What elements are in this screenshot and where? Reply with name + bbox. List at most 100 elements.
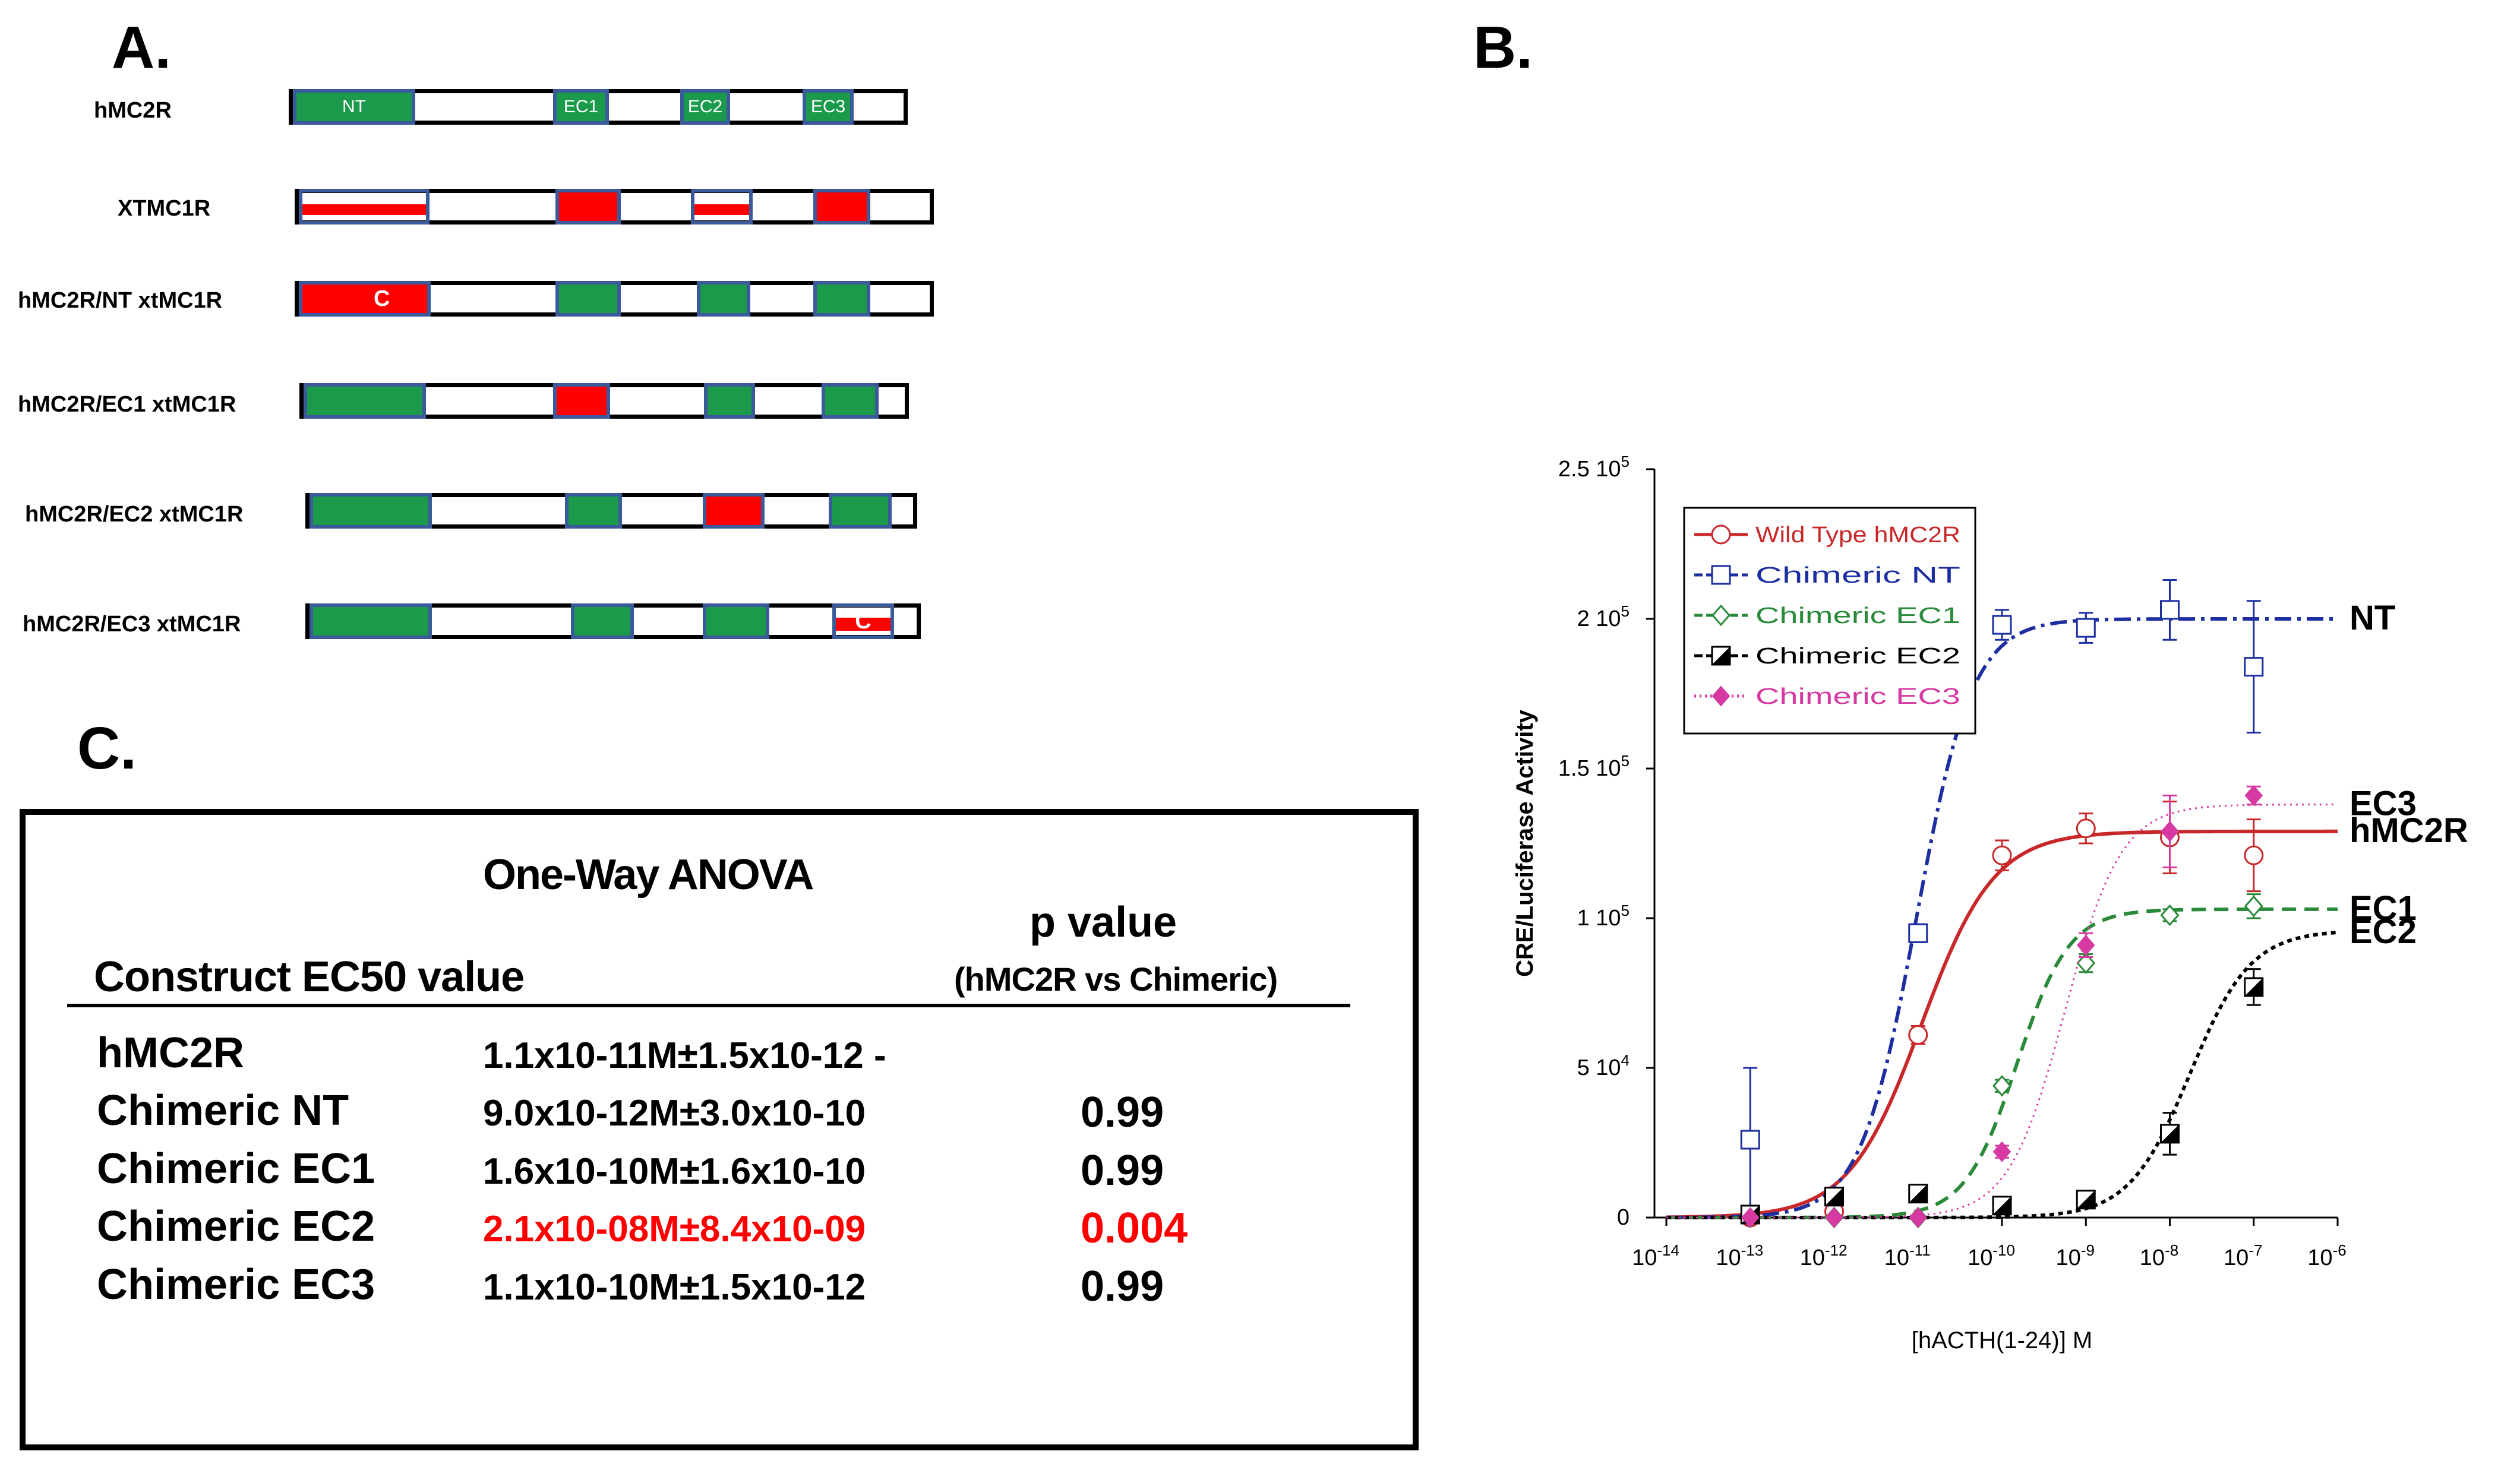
construct-cell: Chimeric EC2: [97, 1203, 375, 1250]
construct-label: hMC2R/NT xtMC1R: [18, 288, 223, 313]
construct-label: XTMC1R: [118, 196, 211, 221]
domain-box: C: [832, 603, 894, 639]
data-point: [1711, 524, 1731, 545]
data-point: [1909, 1207, 1928, 1228]
construct-label: hMC2R/EC2 xtMC1R: [25, 502, 244, 527]
domain-box: [703, 493, 765, 529]
x-tick-label: 10-12: [1800, 1241, 1848, 1270]
ec50-cell: 1.6x10-10M±1.6x10-10: [483, 1151, 866, 1192]
fit-curve: [1666, 617, 2338, 1219]
data-point: [2076, 952, 2096, 974]
construct-bar: C: [305, 603, 921, 639]
data-point-fill: [1909, 1184, 1927, 1203]
header-rule: [67, 1004, 1350, 1007]
fit-curve: [1666, 907, 2338, 1219]
data-point: [1992, 615, 2012, 635]
domain-box: [553, 383, 610, 419]
construct-cell: Chimeric EC3: [97, 1261, 375, 1308]
series-chimeric-nt: NT: [1666, 578, 2395, 1219]
data-point: [1711, 604, 1730, 627]
domain-box: [822, 383, 879, 419]
x-tick-label: 10-13: [1716, 1241, 1763, 1270]
data-point-fill: [1825, 1187, 1843, 1206]
construct-bar: [295, 189, 934, 225]
domain-label: EC1: [563, 97, 599, 116]
series-chimeric-ec2: EC2: [1666, 912, 2417, 1225]
ec50-cell: 1.1x10-10M±1.5x10-12: [483, 1267, 866, 1308]
panel-a-label: A.: [112, 14, 171, 81]
x-tick-label: 10-14: [1632, 1241, 1679, 1270]
data-point: [1711, 565, 1731, 585]
construct-bar: [299, 383, 909, 419]
series-end-label: hMC2R: [2350, 811, 2468, 850]
construct-label: hMC2R/EC3 xtMC1R: [23, 612, 241, 637]
data-point-fill: [2244, 978, 2263, 996]
data-point: [2244, 785, 2263, 806]
legend-label: Chimeric EC2: [1755, 644, 1960, 669]
y-tick-label: 1 105: [1577, 902, 1630, 931]
domain-box: [565, 493, 622, 529]
p-cell: 0.99: [1081, 1263, 1164, 1310]
construct-cell: hMC2R: [97, 1029, 244, 1077]
data-point: [1908, 1025, 1928, 1045]
ec50-cell: 9.0x10-12M±3.0x10-10: [483, 1093, 866, 1134]
domain-box: [571, 603, 634, 639]
x-tick-label: 10-8: [2140, 1241, 2178, 1270]
domain-box: [555, 281, 621, 317]
data-point: [2160, 600, 2180, 620]
data-point: [2244, 845, 2264, 865]
series-chimeric-ec3: EC3: [1666, 785, 2417, 1228]
construct-bar: [305, 493, 917, 529]
series-wild-type-hmc2r: hMC2R: [1666, 800, 2468, 1228]
data-point: [1992, 845, 2012, 865]
domain-box: [555, 189, 621, 225]
legend-label: Chimeric EC1: [1755, 603, 1960, 628]
data-point: [1825, 1207, 1843, 1228]
p-cell: 0.004: [1081, 1204, 1188, 1252]
data-point: [2161, 821, 2179, 842]
series-end-label: EC2: [2350, 912, 2417, 951]
series-end-label: EC3: [2350, 785, 2417, 823]
domain-box: C: [299, 281, 431, 317]
p-value-header: p value: [1030, 899, 1177, 946]
domain-box: [304, 383, 426, 419]
domain-box: EC1: [553, 89, 609, 125]
y-tick-label: 2 105: [1577, 602, 1630, 631]
construct-label: hMC2R/EC1 xtMC1R: [18, 392, 236, 417]
construct-cell: Chimeric EC1: [97, 1145, 375, 1193]
domain-box: [703, 603, 769, 639]
anova-table-box: One-Way ANOVA p value Construct EC50 val…: [20, 809, 1419, 1450]
y-tick-label: 2.5 105: [1558, 453, 1630, 482]
data-point: [2160, 904, 2180, 927]
domain-box: [829, 493, 892, 529]
legend-label: Chimeric NT: [1755, 563, 1960, 588]
domain-box: [704, 383, 755, 419]
data-point: [1740, 1130, 1760, 1150]
panel-c-label: C.: [77, 715, 137, 782]
y-tick-label: 1.5 105: [1558, 752, 1630, 781]
p-value-subheader: (hMC2R vs Chimeric): [954, 960, 1278, 998]
fit-curve: [1666, 930, 2338, 1219]
y-axis-title: CRE/Luciferase Activity: [1512, 709, 1538, 977]
x-tick-label: 10-9: [2056, 1241, 2095, 1270]
y-tick-label: 0: [1617, 1205, 1630, 1230]
anova-title: One-Way ANOVA: [483, 851, 814, 899]
legend: Wild Type hMC2R Chimeric NT Chimeric EC1 Ch…: [1683, 507, 1976, 735]
series-end-label: NT: [2350, 599, 2395, 637]
data-point: [1741, 1207, 1760, 1228]
fit-curve: [1666, 804, 2338, 1219]
data-point: [1992, 1074, 2011, 1097]
domain-label: NT: [342, 97, 366, 116]
ec50-cell: 1.1x10-11M±1.5x10-12 -: [483, 1035, 886, 1076]
domain-box: [310, 493, 432, 529]
construct-bar: NT EC1 EC2 EC3: [289, 89, 908, 125]
p-cell: 0.99: [1081, 1089, 1164, 1136]
data-point-fill: [1712, 647, 1730, 665]
domain-label: EC2: [687, 97, 723, 116]
dose-response-chart: 10-14 10-13 10-12 10-11 10-10 10-9 10-8 10-7 10-…: [1512, 453, 2468, 1354]
domain-box: [813, 189, 870, 225]
construct-cell: Chimeric NT: [97, 1087, 349, 1134]
construct-label: hMC2R: [94, 98, 172, 123]
series-end-label: EC1: [2350, 889, 2417, 928]
series-chimeric-ec1: EC1: [1666, 889, 2417, 1229]
